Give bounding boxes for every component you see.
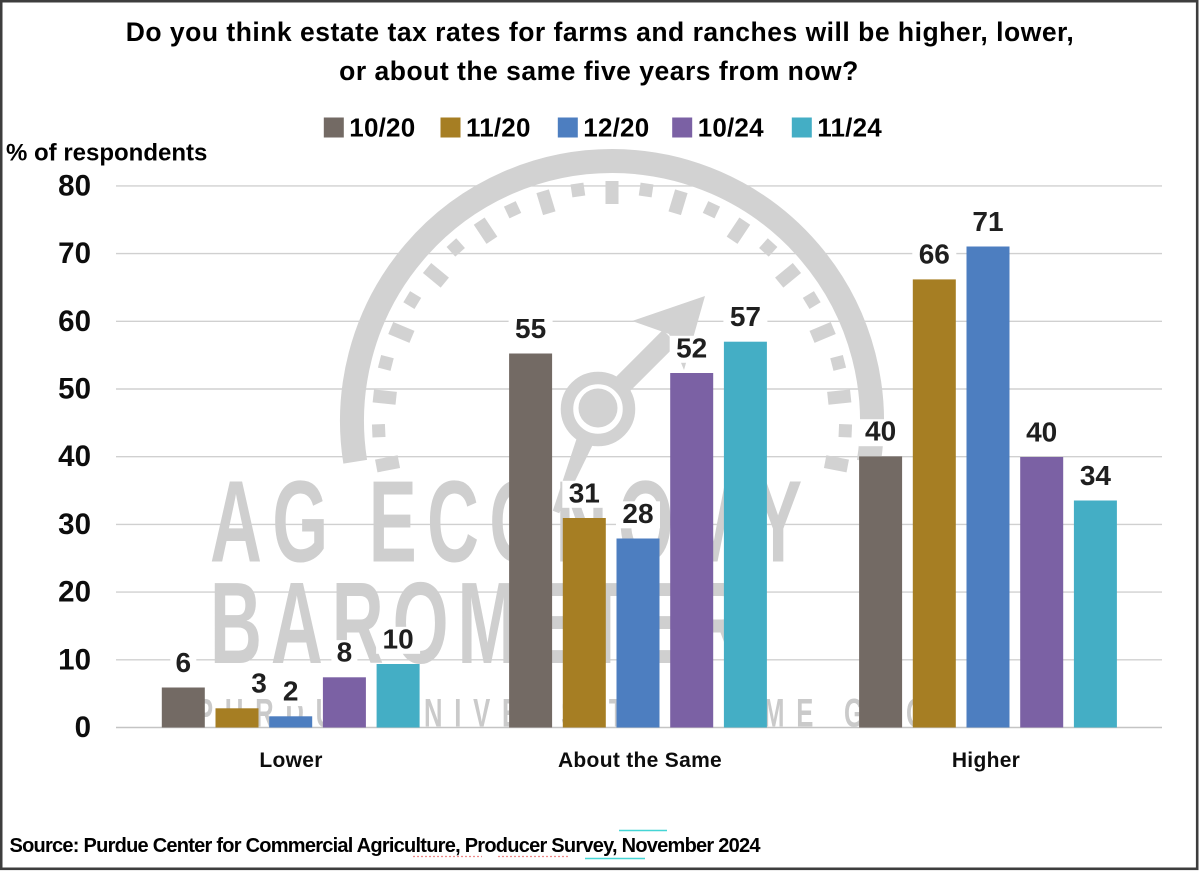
svg-text:52: 52 <box>676 332 707 363</box>
svg-text:10: 10 <box>383 623 414 654</box>
svg-text:11/20: 11/20 <box>466 113 531 143</box>
svg-text:6: 6 <box>176 647 192 678</box>
svg-text:10/24: 10/24 <box>698 113 764 143</box>
svg-text:or about the same five years f: or about the same five years from now? <box>339 56 859 86</box>
svg-text:66: 66 <box>919 239 950 270</box>
svg-text:80: 80 <box>58 169 91 202</box>
svg-text:Higher: Higher <box>952 749 1020 772</box>
svg-text:12/20: 12/20 <box>583 113 649 143</box>
svg-text:31: 31 <box>569 477 600 508</box>
svg-text:70: 70 <box>58 237 91 270</box>
svg-text:About the Same: About the Same <box>558 749 722 772</box>
svg-text:30: 30 <box>58 508 91 541</box>
svg-text:Do you think estate tax rates: Do you think estate tax rates for farms … <box>126 17 1075 47</box>
svg-text:2: 2 <box>283 676 299 707</box>
svg-text:11/24: 11/24 <box>817 113 882 143</box>
svg-text:Source: Purdue Center for Comm: Source: Purdue Center for Commercial Agr… <box>10 835 762 857</box>
svg-text:50: 50 <box>58 373 91 406</box>
svg-text:34: 34 <box>1080 460 1112 491</box>
svg-text:71: 71 <box>972 206 1003 237</box>
svg-text:% of respondents: % of respondents <box>6 140 207 167</box>
svg-text:3: 3 <box>251 668 267 699</box>
svg-text:8: 8 <box>337 637 353 668</box>
svg-text:BAROMETER: BAROMETER <box>210 560 745 689</box>
svg-text:40: 40 <box>865 416 896 447</box>
svg-text:10/20: 10/20 <box>349 113 415 143</box>
svg-text:60: 60 <box>58 305 91 338</box>
svg-text:Lower: Lower <box>259 749 322 772</box>
svg-text:40: 40 <box>1026 416 1057 447</box>
svg-text:0: 0 <box>75 711 91 744</box>
svg-text:20: 20 <box>58 576 91 609</box>
svg-text:10: 10 <box>58 643 91 676</box>
svg-text:55: 55 <box>515 313 546 344</box>
svg-text:40: 40 <box>58 440 91 473</box>
svg-text:28: 28 <box>622 498 653 529</box>
svg-text:57: 57 <box>730 301 761 332</box>
